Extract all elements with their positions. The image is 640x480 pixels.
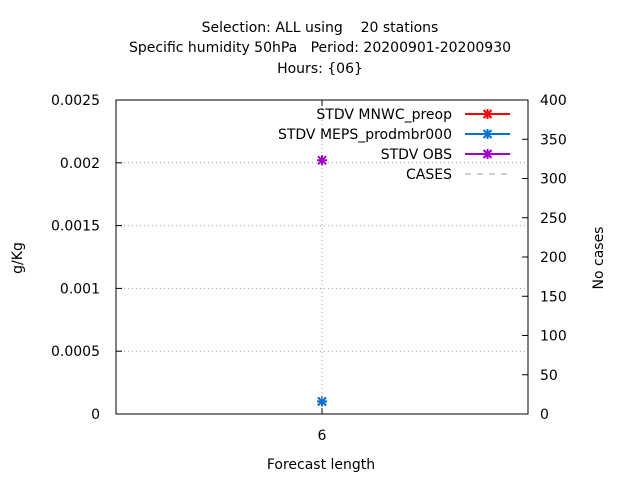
chart-title-line-3: Hours: {06} bbox=[277, 61, 363, 77]
y2-tick-label: 250 bbox=[540, 211, 567, 227]
y-tick-label: 0.0005 bbox=[51, 344, 100, 360]
y-tick-label: 0.001 bbox=[60, 281, 100, 297]
y2-axis-label: No cases bbox=[591, 227, 607, 290]
chart-title-line-1: Selection: ALL using 20 stations bbox=[201, 20, 439, 36]
y2-tick-label: 150 bbox=[540, 289, 567, 305]
y2-tick-label: 100 bbox=[540, 329, 567, 345]
y2-tick-label: 0 bbox=[540, 407, 549, 423]
x-tick-label: 6 bbox=[318, 428, 327, 444]
legend-label: STDV OBS bbox=[381, 147, 452, 163]
data-layer bbox=[317, 155, 327, 407]
y-tick-label: 0.002 bbox=[60, 156, 100, 172]
y-tick-label: 0.0015 bbox=[51, 219, 100, 235]
grid-layer bbox=[116, 100, 528, 414]
legend-marker bbox=[482, 109, 493, 119]
axes-layer: 0 0.0005 0.001 0.0015 0.002 0.0025 0 50 100 150 20… bbox=[51, 93, 567, 444]
x-axis-label: Forecast length bbox=[267, 457, 375, 473]
y-tick-label: 0.0025 bbox=[51, 93, 100, 109]
legend-label: STDV MNWC_preop bbox=[316, 107, 452, 123]
plot-frame bbox=[115, 99, 529, 415]
legend-label: STDV MEPS_prodmbr000 bbox=[278, 127, 452, 143]
legend-label: CASES bbox=[406, 167, 452, 183]
chart-title-line-2: Specific humidity 50hPa Period: 20200901… bbox=[128, 40, 512, 56]
data-point-cases bbox=[321, 397, 323, 400]
y2-tick-label: 350 bbox=[540, 132, 567, 148]
y2-tick-label: 50 bbox=[540, 368, 558, 384]
y-tick-label: 0 bbox=[91, 407, 100, 423]
data-point bbox=[317, 155, 327, 166]
y2-tick-label: 200 bbox=[540, 250, 567, 266]
legend-marker bbox=[482, 149, 493, 159]
y-axis-label: g/Kg bbox=[10, 242, 26, 274]
y2-tick-label: 300 bbox=[540, 172, 567, 188]
legend-marker bbox=[482, 129, 493, 139]
legend-layer: STDV MNWC_preop STDV MEPS_prodmbr000 STDV … bbox=[278, 107, 510, 183]
y2-tick-label: 400 bbox=[540, 93, 567, 109]
